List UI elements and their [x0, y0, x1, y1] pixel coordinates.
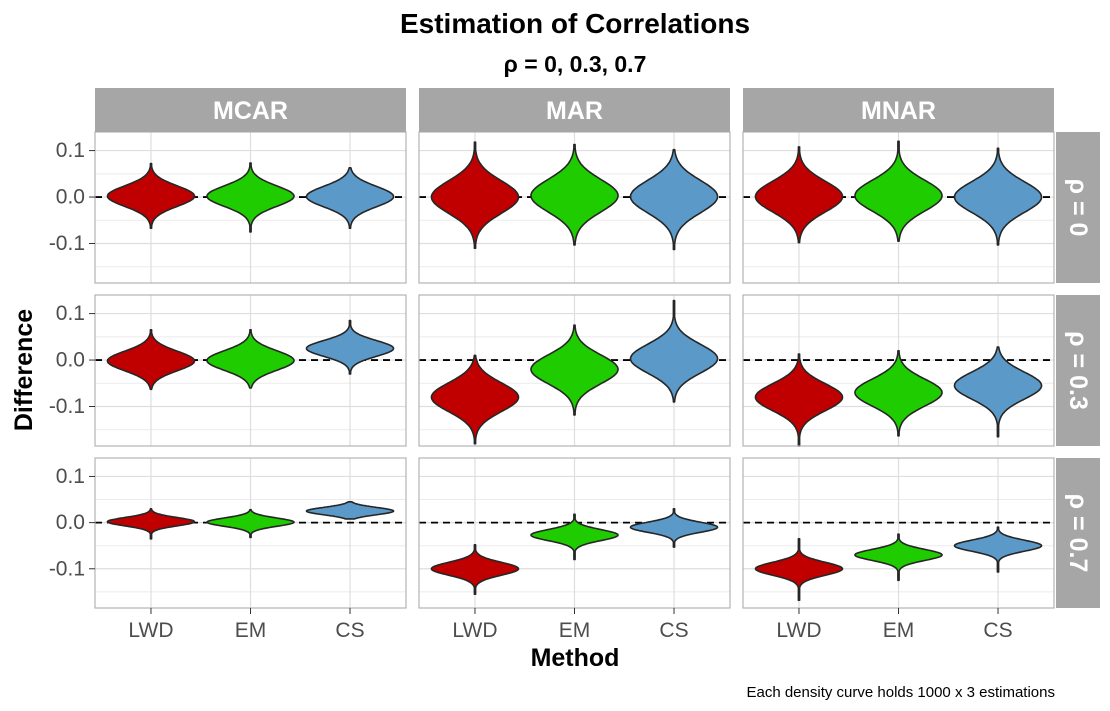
violin-cs: [953, 346, 1043, 438]
violin-lwd: [754, 146, 844, 244]
facet-grid: MCAR MAR MNAR ρ = 0 ρ = 0.3 ρ = 0.7 0.1 0.0 -0.1…: [49, 88, 1100, 642]
y-axis-title: Difference: [10, 309, 38, 431]
x-tick-label: CS: [335, 619, 364, 642]
column-strip: [743, 88, 1054, 132]
violin-em: [530, 513, 619, 561]
column-strip-label: MCAR: [213, 97, 288, 125]
y-tick-label: -0.1: [49, 395, 85, 418]
y-tick-label: -0.1: [49, 557, 85, 580]
violin-cs: [629, 148, 719, 251]
row-strip: [1056, 295, 1100, 446]
violin-lwd: [106, 329, 196, 391]
x-axis-title: Method: [531, 644, 620, 672]
violin-cs: [629, 299, 719, 403]
violin-em: [206, 329, 295, 389]
chart-subtitle: ρ = 0, 0.3, 0.7: [504, 51, 647, 77]
row-strip: [1056, 132, 1100, 283]
violin-lwd: [106, 162, 196, 229]
y-tick-label: 0.0: [56, 349, 85, 372]
x-tick-label: CS: [983, 619, 1012, 642]
violin-em: [530, 143, 619, 246]
panel-border: [742, 294, 1055, 447]
row-strip-label: ρ = 0.3: [1064, 331, 1092, 410]
x-tick-label: EM: [559, 619, 591, 642]
column-strip: [95, 88, 406, 132]
row-strip-label: ρ = 0: [1064, 179, 1092, 237]
violin-em: [206, 162, 295, 233]
row-strip-label: ρ = 0.7: [1064, 494, 1092, 573]
column-strip: [419, 88, 730, 132]
x-tick-label: LWD: [776, 619, 821, 642]
y-tick-label: 0.1: [56, 302, 85, 325]
panel-border: [418, 294, 731, 447]
violin-em: [854, 533, 943, 582]
violin-em: [206, 508, 295, 539]
y-tick-label: 0.1: [56, 139, 85, 162]
panel-border: [94, 294, 407, 447]
row-strip: [1056, 458, 1100, 608]
x-tick-label: LWD: [128, 619, 173, 642]
x-tick-label: LWD: [452, 619, 497, 642]
violin-lwd: [106, 508, 196, 540]
violin-cs: [953, 526, 1043, 573]
y-tick-label: -0.1: [49, 232, 85, 255]
violin-cs: [953, 147, 1043, 246]
x-tick-label: CS: [659, 619, 688, 642]
violin-cs: [305, 319, 395, 375]
violin-em: [854, 350, 943, 437]
violin-lwd: [430, 354, 520, 445]
violin-cs: [305, 501, 395, 520]
violin-cs: [305, 167, 395, 229]
x-tick-label: EM: [235, 619, 267, 642]
violin-em: [854, 140, 943, 242]
violin-lwd: [430, 544, 520, 595]
violin-lwd: [754, 538, 844, 601]
violin-cs: [629, 508, 719, 548]
caption: Each density curve holds 1000 x 3 estima…: [746, 684, 1055, 701]
chart-title: Estimation of Correlations: [400, 8, 750, 39]
violin-em: [530, 324, 619, 416]
y-tick-label: 0.1: [56, 465, 85, 488]
column-strip-label: MAR: [546, 97, 603, 125]
y-tick-label: 0.0: [56, 511, 85, 534]
violin-lwd: [430, 141, 520, 249]
y-tick-label: 0.0: [56, 186, 85, 209]
column-strip-label: MNAR: [861, 97, 936, 125]
x-tick-label: EM: [883, 619, 915, 642]
